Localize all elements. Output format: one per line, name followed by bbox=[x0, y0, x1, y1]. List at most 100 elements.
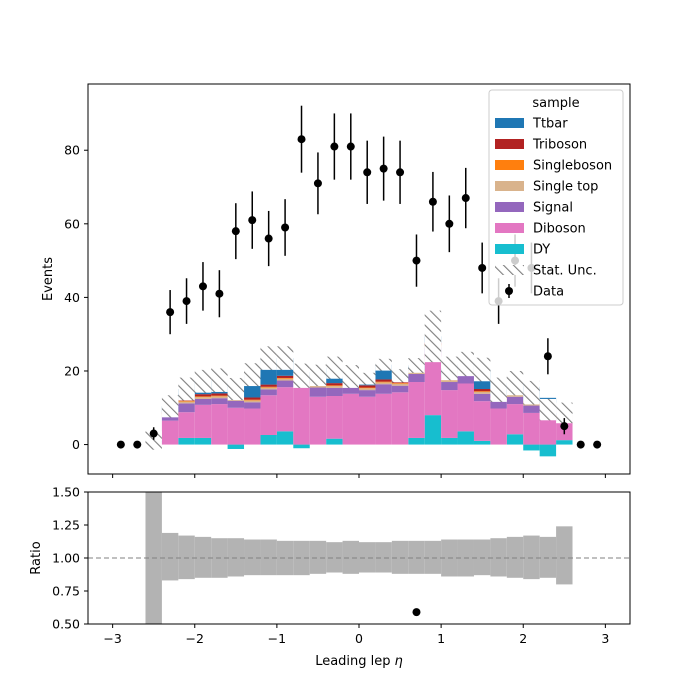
ratio-plot-area bbox=[88, 492, 630, 624]
x-axis-label-text: Leading lep bbox=[315, 654, 390, 669]
ratio-y-axis: 0.50 0.75 1.00 1.25 1.50 bbox=[52, 485, 88, 632]
data-point bbox=[445, 219, 454, 228]
bar-segment bbox=[391, 385, 409, 393]
legend-label: Stat. Unc. bbox=[533, 264, 597, 279]
bar-segment bbox=[424, 415, 442, 445]
bar-segment bbox=[227, 407, 245, 445]
bar-segment bbox=[391, 383, 409, 384]
bar-segment bbox=[490, 408, 507, 445]
series-dy bbox=[178, 415, 573, 457]
ratio-unc-bin bbox=[375, 542, 392, 573]
bar-segment bbox=[276, 380, 294, 388]
data-point bbox=[330, 142, 339, 151]
bar-segment bbox=[244, 400, 261, 403]
bar-segment bbox=[178, 403, 195, 413]
legend-entry: Diboson bbox=[495, 222, 586, 237]
bar-segment bbox=[539, 444, 557, 457]
ratio-unc-bin bbox=[391, 540, 409, 574]
bar-segment bbox=[473, 389, 491, 392]
bar-segment bbox=[326, 383, 343, 386]
stat-unc-bin bbox=[211, 368, 228, 392]
bar-segment bbox=[408, 437, 425, 445]
legend-entry: Signal bbox=[495, 201, 573, 216]
legend-entry: Data bbox=[505, 284, 564, 300]
legend-entry: Singleboson bbox=[495, 159, 612, 174]
bar-segment bbox=[244, 408, 261, 445]
legend-data-marker bbox=[505, 287, 513, 295]
bar-segment bbox=[260, 387, 277, 390]
y-tick-label: 60 bbox=[64, 216, 80, 231]
bar-segment bbox=[359, 388, 376, 391]
bar-segment bbox=[227, 444, 245, 449]
ratio-unc-bin bbox=[490, 538, 507, 577]
ratio-unc-bin bbox=[523, 535, 540, 580]
bar-segment bbox=[506, 396, 524, 405]
stat-unc-bin bbox=[194, 369, 212, 393]
bar-segment bbox=[244, 402, 261, 409]
bar-segment bbox=[194, 396, 212, 398]
data-point bbox=[149, 429, 158, 438]
bar-segment bbox=[506, 404, 524, 435]
bar-segment bbox=[211, 395, 228, 397]
bar-segment bbox=[523, 403, 540, 406]
data-point bbox=[264, 234, 273, 243]
bar-segment bbox=[408, 373, 425, 383]
legend-swatch-hatch bbox=[495, 265, 524, 275]
legend-swatch bbox=[495, 223, 524, 233]
ratio-unc-bin bbox=[194, 536, 212, 578]
stat-unc-bin bbox=[309, 364, 327, 387]
legend-entry: Stat. Unc. bbox=[495, 264, 597, 279]
data-point bbox=[396, 168, 405, 177]
bar-segment bbox=[506, 434, 524, 445]
ratio-unc-bin bbox=[326, 542, 343, 573]
bar-segment bbox=[375, 393, 392, 445]
x-tick-label: −2 bbox=[186, 631, 204, 646]
bar-segment bbox=[276, 377, 294, 379]
x-axis-label: Leading lep η bbox=[315, 654, 403, 669]
bar-segment bbox=[359, 396, 376, 445]
main-y-axis: 0 20 40 60 80 bbox=[64, 143, 88, 452]
bar-segment bbox=[211, 398, 228, 405]
legend-label: DY bbox=[533, 243, 550, 258]
stat-unc-band bbox=[145, 310, 573, 450]
bar-segment bbox=[359, 385, 376, 388]
bar-segment bbox=[260, 389, 277, 396]
data-point bbox=[133, 440, 142, 449]
data-point bbox=[478, 263, 487, 272]
ratio-unc-bin bbox=[260, 539, 277, 576]
bar-segment bbox=[506, 394, 524, 397]
bar-segment bbox=[556, 440, 573, 445]
stat-unc-bin bbox=[276, 346, 294, 370]
legend-title: sample bbox=[532, 96, 579, 111]
legend-entry: DY bbox=[495, 243, 550, 258]
data-point bbox=[428, 197, 437, 206]
data-point bbox=[166, 308, 175, 317]
bar-segment bbox=[260, 384, 277, 387]
stat-unc-bin bbox=[227, 377, 245, 401]
data-point bbox=[281, 223, 290, 232]
bar-segment bbox=[441, 380, 458, 383]
data-point bbox=[576, 440, 585, 449]
bar-segment bbox=[457, 431, 474, 445]
bar-segment bbox=[178, 437, 195, 445]
bar-segment bbox=[194, 394, 212, 397]
bar-segment bbox=[408, 382, 425, 438]
y-tick-label: 40 bbox=[64, 290, 80, 305]
data-point bbox=[248, 216, 257, 225]
bar-segment bbox=[359, 387, 376, 389]
bar-segment bbox=[260, 386, 277, 388]
ratio-unc-bin bbox=[161, 532, 179, 581]
bar-segment bbox=[391, 383, 409, 386]
stat-unc-bin bbox=[408, 358, 425, 373]
stat-unc-bin bbox=[490, 377, 507, 402]
bar-segment bbox=[211, 404, 228, 445]
data-point bbox=[379, 164, 388, 173]
ratio-unc-bin bbox=[556, 526, 573, 585]
main-y-axis-label: Events bbox=[41, 257, 56, 301]
ratio-y-tick-label: 0.50 bbox=[52, 617, 80, 632]
legend-swatch bbox=[495, 181, 524, 191]
bar-segment bbox=[178, 401, 195, 404]
ratio-unc-bin bbox=[178, 535, 195, 580]
data-point bbox=[593, 440, 602, 449]
